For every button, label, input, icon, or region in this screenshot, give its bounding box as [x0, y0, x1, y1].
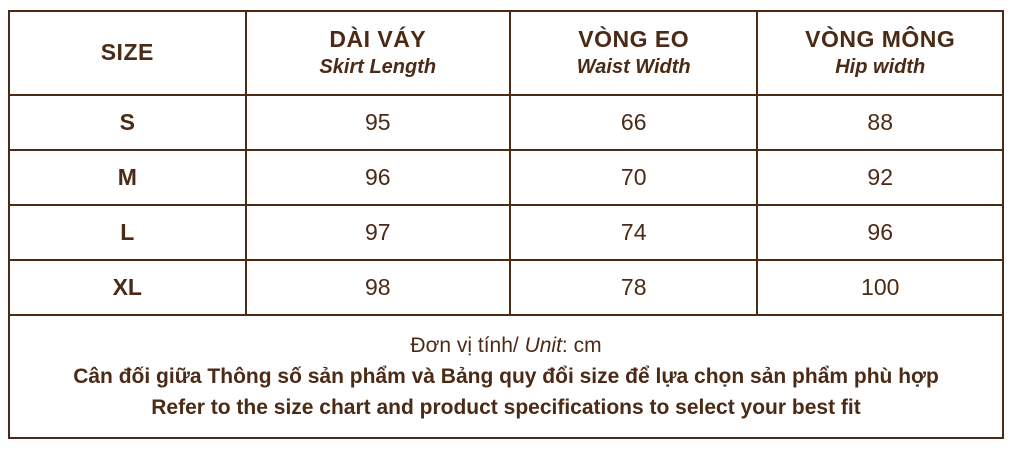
column-header-size: SIZE	[8, 10, 247, 96]
size-label: M	[8, 149, 247, 206]
size-chart: SIZE DÀI VÁY Skirt Length VÒNG EO Waist …	[8, 10, 1004, 439]
skirt-length-value: 97	[244, 204, 511, 261]
column-title: DÀI VÁY	[329, 26, 427, 53]
table-row-s: S 95 66 88	[8, 94, 1004, 151]
size-label: L	[8, 204, 247, 261]
waist-width-value: 70	[508, 149, 759, 206]
table-row-m: M 96 70 92	[8, 149, 1004, 206]
waist-width-value: 78	[508, 259, 759, 316]
column-title: VÒNG MÔNG	[805, 26, 956, 53]
size-chart-table: SIZE DÀI VÁY Skirt Length VÒNG EO Waist …	[8, 10, 1004, 439]
header-row: SIZE DÀI VÁY Skirt Length VÒNG EO Waist …	[8, 10, 1004, 96]
unit-value: : cm	[561, 334, 602, 357]
column-subtitle: Skirt Length	[319, 55, 437, 78]
column-subtitle: Hip width	[835, 55, 926, 78]
column-header-hip-width: VÒNG MÔNG Hip width	[756, 10, 1004, 96]
table-row-xl: XL 98 78 100	[8, 259, 1004, 316]
size-label: S	[8, 94, 247, 151]
note-vietnamese: Cân đối giữa Thông số sản phẩm và Bảng q…	[73, 365, 939, 388]
table-footnote: Đơn vị tính/ Unit: cm Cân đối giữa Thông…	[8, 314, 1004, 439]
column-title: VÒNG EO	[578, 26, 690, 53]
size-label: XL	[8, 259, 247, 316]
note-english: Refer to the size chart and product spec…	[151, 396, 861, 419]
unit-label-en: Unit	[524, 334, 562, 357]
table-row-l: L 97 74 96	[8, 204, 1004, 261]
column-title: SIZE	[100, 39, 154, 66]
skirt-length-value: 95	[244, 94, 511, 151]
footnote-row: Đơn vị tính/ Unit: cm Cân đối giữa Thông…	[8, 314, 1004, 439]
hip-width-value: 96	[756, 204, 1004, 261]
column-header-waist-width: VÒNG EO Waist Width	[508, 10, 759, 96]
waist-width-value: 66	[508, 94, 759, 151]
column-subtitle: Waist Width	[576, 55, 691, 78]
hip-width-value: 100	[756, 259, 1004, 316]
hip-width-value: 88	[756, 94, 1004, 151]
unit-label-vi: Đơn vị tính/	[410, 334, 525, 357]
waist-width-value: 74	[508, 204, 759, 261]
unit-line: Đơn vị tính/ Unit: cm	[10, 330, 1002, 361]
hip-width-value: 92	[756, 149, 1004, 206]
skirt-length-value: 96	[244, 149, 511, 206]
column-header-skirt-length: DÀI VÁY Skirt Length	[244, 10, 511, 96]
skirt-length-value: 98	[244, 259, 511, 316]
